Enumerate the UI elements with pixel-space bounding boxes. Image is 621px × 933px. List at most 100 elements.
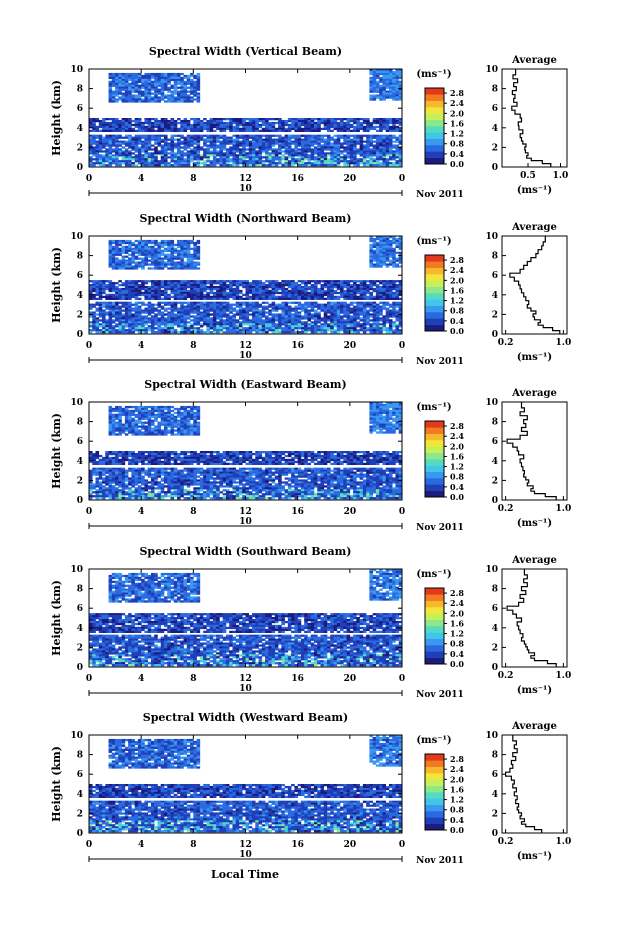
heatmap-cell: [363, 280, 367, 282]
heatmap-cell: [392, 71, 396, 73]
heatmap-cell: [272, 118, 276, 120]
heatmap-cell: [171, 302, 175, 304]
heatmap-cell: [141, 248, 145, 250]
heatmap-cell: [115, 288, 119, 290]
heatmap-cell: [246, 306, 250, 308]
colorbar-segment: [425, 107, 444, 114]
heatmap-cell: [343, 290, 347, 292]
heatmap-cell: [187, 135, 191, 137]
heatmap-cell: [386, 311, 390, 313]
heatmap-cell: [226, 118, 230, 120]
heatmap-cell: [187, 144, 191, 146]
heatmap-cell: [210, 304, 214, 306]
heatmap-cell: [334, 160, 338, 162]
heatmap-cell: [294, 296, 298, 298]
heatmap-cell: [219, 154, 223, 156]
heatmap-cell: [259, 135, 263, 137]
heatmap-cell: [304, 162, 308, 164]
heatmap-cell: [184, 154, 188, 156]
heatmap-cell: [229, 311, 233, 313]
heatmap-cell: [190, 96, 194, 98]
heatmap-cell: [177, 292, 181, 294]
heatmap-cell: [197, 292, 201, 294]
x-tick-label: 20: [344, 174, 357, 184]
heatmap-cell: [167, 288, 171, 290]
heatmap-cell: [334, 319, 338, 321]
heatmap-cell: [275, 308, 279, 310]
heatmap-cell: [171, 75, 175, 77]
heatmap-cell: [125, 98, 129, 100]
heatmap-cell: [135, 120, 139, 122]
heatmap-cell: [99, 329, 103, 331]
heatmap-cell: [320, 158, 324, 160]
heatmap-cell: [161, 152, 165, 154]
heatmap-cell: [285, 323, 289, 325]
heatmap-cell: [314, 152, 318, 154]
heatmap-cell: [314, 146, 318, 148]
heatmap-cell: [275, 148, 279, 150]
heatmap-cell: [252, 280, 256, 282]
heatmap-cell: [246, 148, 250, 150]
heatmap-cell: [154, 242, 158, 244]
heatmap-cell: [96, 308, 100, 310]
heatmap-cell: [96, 290, 100, 292]
heatmap-cell: [200, 146, 204, 148]
heatmap-cell: [291, 143, 295, 145]
heatmap-cell: [298, 294, 302, 296]
heatmap-cell: [392, 96, 396, 98]
heatmap-cell: [307, 280, 311, 282]
heatmap-cell: [343, 294, 347, 296]
heatmap-cell: [347, 143, 351, 145]
heatmap-cell: [288, 294, 292, 296]
heatmap-cell: [122, 143, 126, 145]
heatmap-cell: [187, 81, 191, 83]
heatmap-cell: [226, 329, 230, 331]
heatmap-cell: [363, 164, 367, 166]
heatmap-cell: [252, 292, 256, 294]
heatmap-cell: [115, 317, 119, 319]
heatmap-cell: [210, 302, 214, 304]
heatmap-cell: [171, 296, 175, 298]
heatmap-cell: [157, 152, 161, 154]
heatmap-cell: [102, 164, 106, 166]
heatmap-cell: [392, 286, 396, 288]
heatmap-cell: [105, 143, 109, 145]
heatmap-cell: [115, 150, 119, 152]
heatmap-cell: [203, 298, 207, 300]
heatmap-cell: [259, 315, 263, 317]
heatmap-cell: [161, 292, 165, 294]
heatmap-cell: [298, 118, 302, 120]
heatmap-cell: [242, 144, 246, 146]
heatmap-cell: [193, 146, 197, 148]
heatmap-cell: [135, 258, 139, 260]
heatmap-cell: [92, 319, 96, 321]
heatmap-cell: [122, 290, 126, 292]
heatmap-cell: [193, 319, 197, 321]
heatmap-cell: [252, 298, 256, 300]
heatmap-cell: [376, 164, 380, 166]
heatmap-cell: [157, 306, 161, 308]
heatmap-cell: [265, 148, 269, 150]
heatmap-cell: [115, 94, 119, 96]
heatmap-cell: [255, 130, 259, 132]
heatmap-cell: [193, 311, 197, 313]
heatmap-cell: [304, 327, 308, 329]
heatmap-cell: [125, 156, 129, 158]
heatmap-cell: [236, 319, 240, 321]
heatmap-cell: [347, 311, 351, 313]
heatmap-cell: [236, 144, 240, 146]
heatmap-cell: [281, 282, 285, 284]
heatmap-cell: [151, 286, 155, 288]
heatmap-cell: [157, 164, 161, 166]
heatmap-cell: [249, 118, 253, 120]
heatmap-cell: [96, 160, 100, 162]
heatmap-cell: [219, 148, 223, 150]
heatmap-cell: [389, 290, 393, 292]
heatmap-cell: [151, 280, 155, 282]
heatmap-cell: [392, 310, 396, 312]
heatmap-cell: [187, 282, 191, 284]
heatmap-cell: [278, 146, 282, 148]
heatmap-cell: [330, 282, 334, 284]
heatmap-cell: [304, 148, 308, 150]
heatmap-cell: [386, 93, 390, 95]
